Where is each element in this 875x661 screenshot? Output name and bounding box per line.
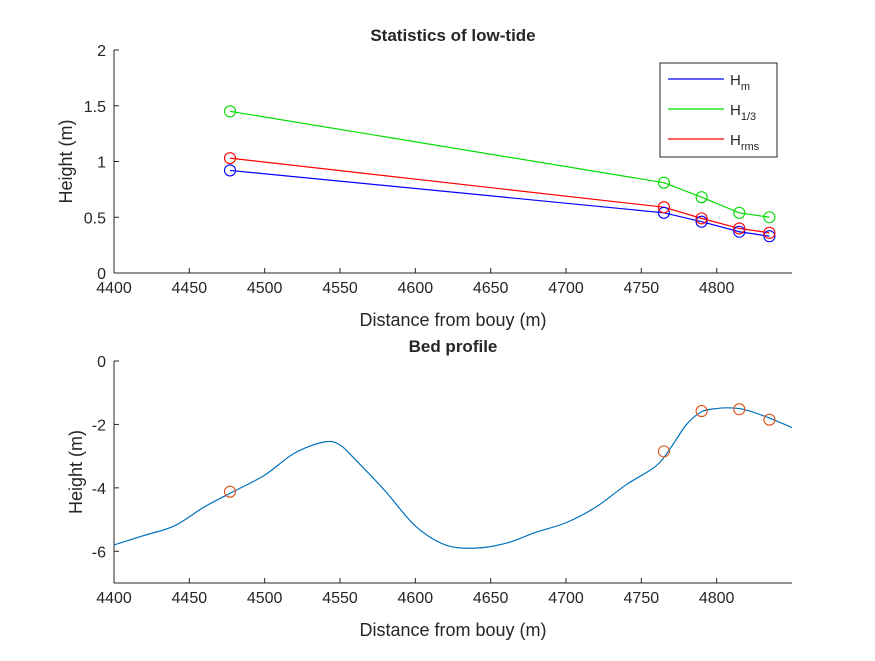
y-tick-label: 0.5 [84, 210, 106, 227]
y-axis-label: Height (m) [66, 430, 86, 514]
y-tick-label: 0 [97, 354, 106, 371]
y-tick-label: -6 [92, 544, 106, 561]
y-tick-label: -4 [92, 481, 106, 498]
x-tick-label: 4750 [624, 590, 660, 607]
y-axis-label: Height (m) [56, 119, 76, 203]
x-tick-label: 4650 [473, 590, 509, 607]
axes-2: 4400 4450 4500 4550 4600 4650 4700 4750 4800 -6 -4… [66, 337, 792, 640]
series-line-m [230, 170, 769, 236]
x-tick-label: 4600 [398, 590, 434, 607]
x-tick-label: 4700 [548, 590, 584, 607]
y-tick-label: 0 [97, 266, 106, 283]
plot-area [114, 408, 792, 548]
legend-box [660, 63, 777, 157]
y-tick-label: 2 [97, 43, 106, 60]
legend-subscript-m: m [741, 81, 750, 93]
x-tick-label: 4550 [322, 280, 358, 297]
x-tick-label: 4450 [172, 280, 208, 297]
x-axis-label: Distance from bouy (m) [359, 310, 546, 330]
series-line-bed [114, 408, 792, 548]
chart-title: Bed profile [409, 337, 498, 356]
x-tick-label: 4650 [473, 280, 509, 297]
x-tick-label: 4700 [548, 280, 584, 297]
y-tick-label: 1.5 [84, 99, 106, 116]
x-tick-label: 4800 [699, 280, 735, 297]
x-tick-label: 4400 [96, 590, 132, 607]
series-line-rms [230, 158, 769, 233]
x-axis-label: Distance from bouy (m) [359, 620, 546, 640]
legend-subscript-1/3: 1/3 [741, 111, 756, 123]
x-tick-label: 4800 [699, 590, 735, 607]
x-tick-label: 4450 [172, 590, 208, 607]
x-tick-label: 4750 [624, 280, 660, 297]
legend-subscript-rms: rms [741, 141, 760, 153]
x-tick-label: 4500 [247, 590, 283, 607]
x-tick-label: 4550 [322, 590, 358, 607]
x-tick-label: 4500 [247, 280, 283, 297]
chart-title: Statistics of low-tide [370, 26, 535, 45]
y-tick-label: 1 [97, 155, 106, 172]
y-tick-label: -2 [92, 417, 106, 434]
x-tick-label: 4600 [398, 280, 434, 297]
axes-1: 4400 4450 4500 4550 4600 4650 4700 4750 480000.5… [56, 26, 792, 330]
